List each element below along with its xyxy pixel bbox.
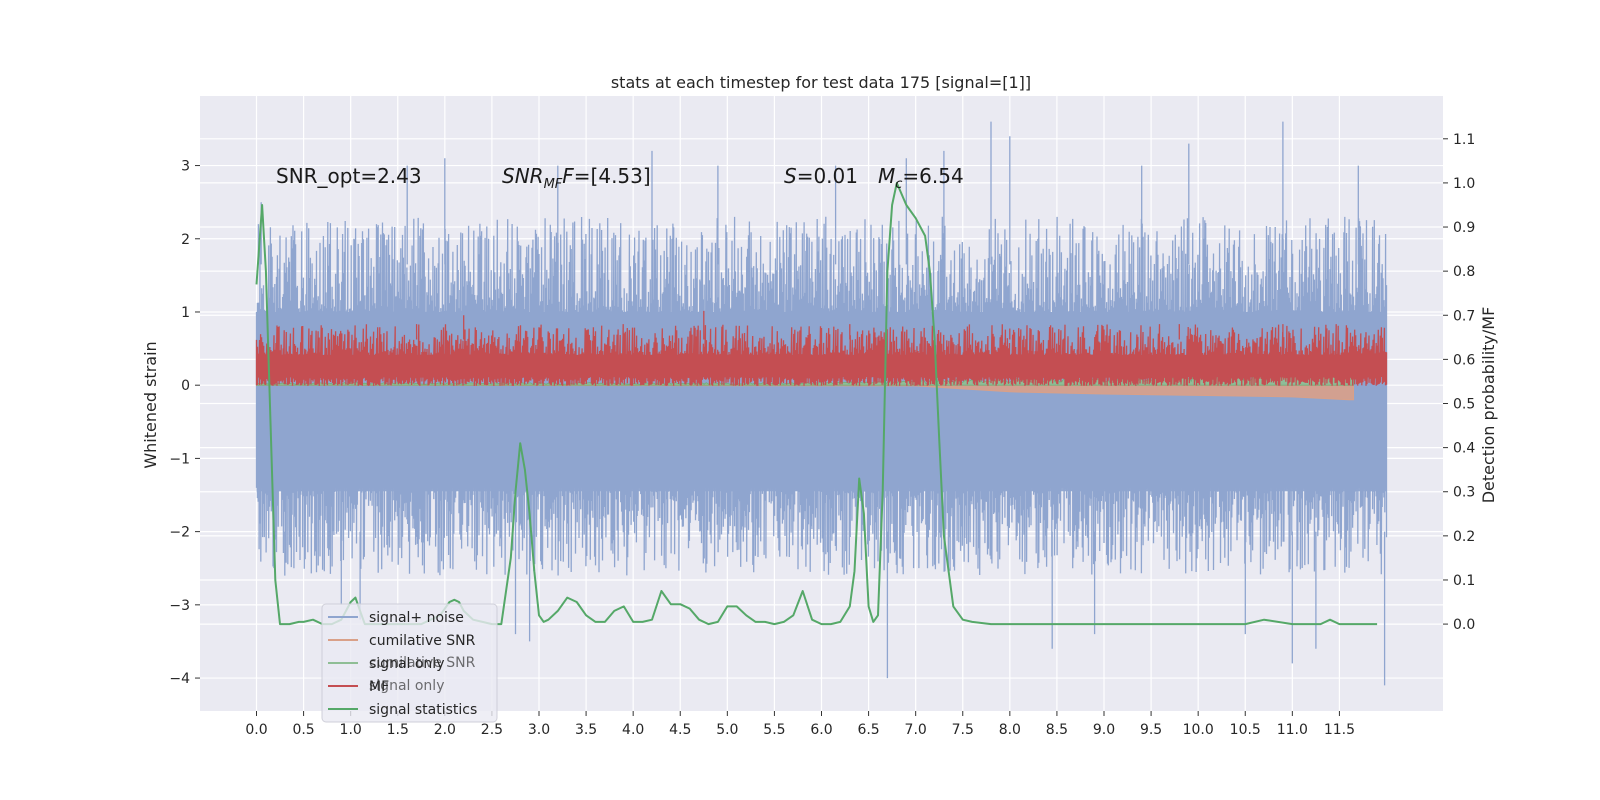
x-tick-label: 3.5 [575, 722, 597, 738]
x-tick-label: 11.5 [1324, 722, 1355, 738]
snr-mf-annotation: SNRMFF=[4.53] [502, 164, 651, 192]
legend-label-signal-statistics: signal statistics [369, 702, 477, 718]
snr-mf-subscript: MF [544, 177, 563, 192]
snr-mf-f: F [562, 164, 574, 188]
y2-tick-label: 0.3 [1453, 485, 1475, 501]
y2-tick-label: 0.2 [1453, 529, 1475, 545]
x-tick-label: 11.0 [1277, 722, 1308, 738]
mc-value: =6.54 [902, 164, 963, 188]
y-tick-label: 1 [181, 305, 190, 321]
y2-tick-label: 0.8 [1453, 264, 1475, 280]
x-tick-label: 7.5 [952, 722, 974, 738]
y-tick-label: 3 [181, 159, 190, 175]
y2-tick-label: 0.6 [1453, 352, 1475, 368]
x-tick-label: 9.5 [1140, 722, 1162, 738]
x-tick-label: 1.0 [340, 722, 362, 738]
snr-opt-annotation: SNR_opt=2.43 [276, 164, 422, 188]
snr-mf-symbol: SNR [502, 164, 544, 188]
legend-label-mf: MF [369, 679, 389, 695]
mf-series [255, 310, 1388, 386]
signal-noise-series [255, 121, 1388, 686]
mc-symbol: M [878, 164, 895, 188]
y2-tick-label: 0.0 [1453, 617, 1475, 633]
x-tick-label: 9.0 [1093, 722, 1115, 738]
y-tick-label: 2 [181, 232, 190, 248]
y-axis-label: Whitened strain [141, 341, 160, 468]
s-symbol: S [784, 164, 797, 188]
legend-label-signal-noise: signal+ noise [369, 610, 464, 626]
x-tick-label: 5.0 [716, 722, 738, 738]
legend: cumilative SNR signal only signal+ noise… [321, 603, 498, 723]
x-tick-label: 5.5 [763, 722, 785, 738]
x-tick-label: 6.0 [810, 722, 832, 738]
y2-tick-label: 1.0 [1453, 176, 1475, 192]
series-layer [255, 121, 1388, 686]
x-tick-label: 6.5 [857, 722, 879, 738]
x-tick-label: 4.5 [669, 722, 691, 738]
x-tick-label: 2.5 [481, 722, 503, 738]
x-tick-label: 0.5 [292, 722, 314, 738]
y2-tick-label: 0.1 [1453, 573, 1475, 589]
cumulative-snr-area [256, 384, 1354, 401]
axes-layer: 0.0 0.5 1.0 1.5 2.0 2.5 3.0 3.5 4.0 4.5 5.0 5.5 6.0 6… [169, 132, 1475, 738]
y-tick-label: 0 [181, 378, 190, 394]
x-tick-label: 4.0 [622, 722, 644, 738]
y2-tick-label: 0.4 [1453, 441, 1475, 457]
s-value: =0.01 [797, 164, 858, 188]
y-tick-label: −3 [169, 598, 190, 614]
x-tick-label: 8.5 [1046, 722, 1068, 738]
y2-tick-label: 0.5 [1453, 397, 1475, 413]
legend-ghost-text: signal only [369, 678, 444, 694]
legend-label-cumulative-snr: cumilative SNR [369, 633, 476, 649]
s-annotation: S=0.01 [784, 164, 858, 188]
x-tick-label: 1.5 [387, 722, 409, 738]
y-tick-label: −4 [169, 671, 190, 687]
legend-box [321, 603, 498, 723]
x-tick-label: 3.0 [528, 722, 550, 738]
y-tick-label: −2 [169, 525, 190, 541]
x-tick-label: 7.0 [905, 722, 927, 738]
legend-label-signal-only: signal only [369, 656, 444, 672]
y-tick-label: −1 [169, 451, 190, 467]
y2-tick-label: 0.7 [1453, 308, 1475, 324]
x-tick-label: 10.0 [1183, 722, 1214, 738]
legend-ghost-text: cumilative SNR [369, 655, 476, 671]
y2-axis-label: Detection probability/MF [1479, 307, 1498, 504]
chart-title: stats at each timestep for test data 175… [611, 73, 1031, 92]
mc-subscript: c [895, 177, 902, 192]
snr-mf-value: =[4.53] [574, 164, 651, 188]
mc-annotation: Mc=6.54 [878, 164, 964, 192]
y2-tick-label: 1.1 [1453, 132, 1475, 148]
x-tick-label: 10.5 [1230, 722, 1261, 738]
x-tick-label: 0.0 [245, 722, 267, 738]
x-tick-label: 2.0 [434, 722, 456, 738]
y2-tick-label: 0.9 [1453, 220, 1475, 236]
x-tick-label: 8.0 [999, 722, 1021, 738]
